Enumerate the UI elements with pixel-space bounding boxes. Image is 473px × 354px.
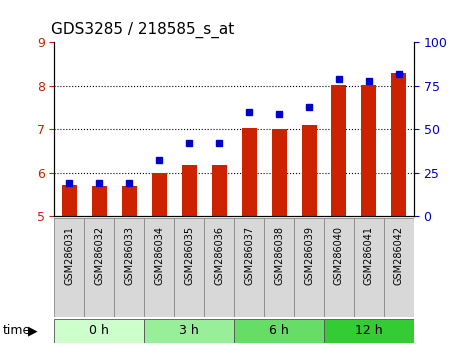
Bar [324,319,414,343]
Text: GSM286036: GSM286036 [214,225,224,285]
Text: GSM286035: GSM286035 [184,225,194,285]
Bar [204,218,234,317]
Bar [234,319,324,343]
Bar [54,218,84,317]
Text: 0 h: 0 h [89,325,109,337]
Bar [122,185,137,216]
Bar [144,218,174,317]
Text: GSM286034: GSM286034 [154,225,164,285]
Bar [242,129,256,216]
Bar [211,165,227,216]
Text: 6 h: 6 h [269,325,289,337]
Bar [174,218,204,317]
Text: 3 h: 3 h [179,325,199,337]
Bar [182,165,197,216]
Bar [264,218,294,317]
Bar [114,218,144,317]
Bar [361,85,377,216]
Text: GSM286037: GSM286037 [244,225,254,285]
Text: ▶: ▶ [28,325,38,337]
Bar [54,319,144,343]
Text: GSM286033: GSM286033 [124,225,134,285]
Text: GSM286038: GSM286038 [274,225,284,285]
Bar [391,73,406,216]
Text: GSM286042: GSM286042 [394,225,404,285]
Bar [294,218,324,317]
Bar [324,218,354,317]
Bar [354,218,384,317]
Text: GSM286031: GSM286031 [64,225,74,285]
Text: GSM286040: GSM286040 [334,225,344,285]
Bar [272,129,287,216]
Bar [384,218,414,317]
Text: GDS3285 / 218585_s_at: GDS3285 / 218585_s_at [51,22,234,38]
Bar [84,218,114,317]
Bar [332,85,346,216]
Bar [234,218,264,317]
Text: GSM286032: GSM286032 [94,225,105,285]
Text: time: time [2,325,31,337]
Text: GSM286039: GSM286039 [304,225,314,285]
Bar [92,187,107,216]
Text: 12 h: 12 h [355,325,383,337]
Bar [152,172,166,216]
Bar [302,125,316,216]
Bar [144,319,234,343]
Text: GSM286041: GSM286041 [364,225,374,285]
Bar [62,185,77,216]
